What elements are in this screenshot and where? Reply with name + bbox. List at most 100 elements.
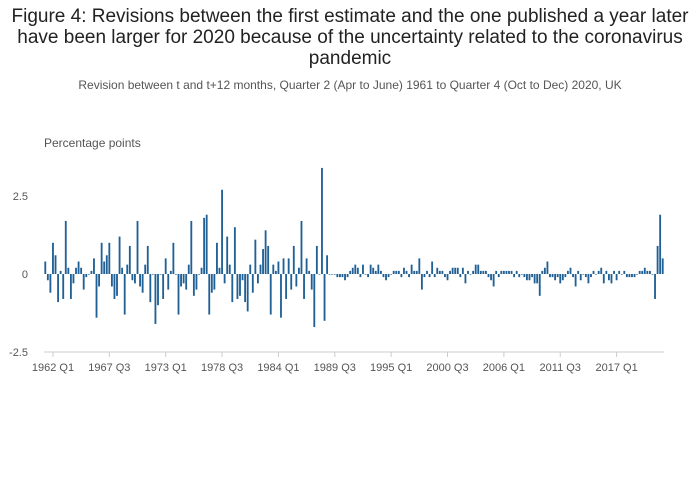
bar bbox=[502, 270, 505, 274]
bar bbox=[600, 267, 603, 274]
bar bbox=[144, 264, 147, 274]
bar bbox=[451, 267, 454, 274]
bar bbox=[636, 274, 639, 275]
bar bbox=[57, 274, 60, 303]
bar bbox=[400, 274, 403, 278]
bar bbox=[336, 274, 339, 278]
bar bbox=[654, 274, 656, 299]
bar bbox=[195, 274, 198, 290]
bar bbox=[269, 274, 272, 315]
bar bbox=[379, 270, 382, 274]
bar bbox=[405, 270, 408, 274]
bar bbox=[474, 264, 477, 274]
bar bbox=[341, 274, 344, 278]
bar bbox=[592, 270, 595, 274]
bar bbox=[628, 274, 631, 278]
bar bbox=[413, 270, 416, 274]
bar bbox=[203, 217, 206, 274]
bar bbox=[172, 242, 175, 274]
bar bbox=[467, 270, 469, 274]
x-axis-ticks: 1962 Q1 1967 Q3 1973 Q1 1978 Q3 1984 Q1 1989 … bbox=[32, 352, 638, 374]
bar bbox=[75, 267, 77, 274]
x-tick-label: 1989 Q3 bbox=[314, 362, 356, 374]
bar bbox=[359, 274, 362, 278]
bar bbox=[615, 274, 618, 281]
bar bbox=[200, 267, 203, 274]
bar bbox=[290, 274, 293, 290]
bar bbox=[310, 274, 313, 290]
y-axis-label: Percentage points bbox=[44, 136, 141, 150]
bar bbox=[282, 258, 285, 274]
bar bbox=[559, 274, 562, 284]
bar bbox=[377, 264, 380, 274]
bar bbox=[526, 274, 528, 281]
bar bbox=[638, 270, 641, 274]
bar bbox=[444, 274, 446, 278]
bar bbox=[426, 270, 428, 274]
x-tick-label: 2017 Q1 bbox=[596, 362, 638, 374]
bar bbox=[321, 167, 323, 274]
y-axis-ticks: -2.5 0 2.5 bbox=[9, 191, 28, 359]
bar bbox=[300, 220, 303, 274]
bar bbox=[303, 274, 305, 299]
bar bbox=[328, 274, 331, 275]
bar bbox=[613, 270, 615, 274]
bar bbox=[367, 274, 370, 278]
bar bbox=[126, 264, 129, 274]
bar bbox=[538, 274, 541, 296]
bar bbox=[259, 264, 262, 274]
bar bbox=[597, 270, 600, 274]
bar bbox=[44, 261, 47, 274]
bar bbox=[510, 270, 513, 274]
bar bbox=[134, 274, 136, 284]
bar bbox=[528, 274, 531, 281]
bar bbox=[543, 267, 546, 274]
bar bbox=[531, 274, 533, 278]
bar bbox=[233, 227, 236, 274]
bar bbox=[103, 261, 106, 274]
bar bbox=[554, 274, 557, 281]
bar bbox=[295, 274, 298, 287]
bar bbox=[64, 220, 67, 274]
bar bbox=[90, 270, 93, 274]
bar bbox=[428, 274, 431, 278]
bar bbox=[505, 270, 508, 274]
bar bbox=[490, 274, 492, 281]
bar bbox=[192, 274, 195, 296]
bar bbox=[590, 274, 592, 278]
bar bbox=[95, 274, 98, 318]
bar bbox=[331, 274, 334, 275]
bar bbox=[159, 274, 162, 275]
bar bbox=[208, 274, 211, 315]
bar bbox=[397, 270, 400, 274]
bar bbox=[305, 258, 308, 274]
bar bbox=[139, 274, 141, 287]
bar bbox=[433, 274, 436, 278]
bar bbox=[551, 274, 554, 278]
bar bbox=[210, 274, 213, 293]
bar bbox=[472, 270, 475, 274]
bar bbox=[69, 274, 72, 299]
chart-title: Figure 4: Revisions between the first es… bbox=[11, 6, 689, 69]
bar bbox=[595, 274, 598, 275]
bar bbox=[280, 274, 282, 318]
x-tick-label: 1984 Q1 bbox=[257, 362, 299, 374]
bar bbox=[272, 264, 275, 274]
bar bbox=[292, 245, 295, 274]
bar bbox=[72, 274, 75, 284]
bar bbox=[364, 274, 367, 275]
bar bbox=[659, 214, 662, 274]
bar bbox=[610, 274, 613, 284]
bar bbox=[262, 249, 264, 274]
bar bbox=[420, 274, 423, 290]
bar bbox=[110, 274, 113, 287]
bar bbox=[277, 261, 280, 274]
bar bbox=[518, 274, 521, 278]
bar bbox=[382, 274, 385, 278]
bar bbox=[318, 274, 321, 275]
bar bbox=[577, 270, 580, 274]
bar bbox=[185, 274, 188, 290]
bar bbox=[356, 267, 359, 274]
bar bbox=[46, 274, 49, 281]
bar bbox=[561, 274, 564, 281]
